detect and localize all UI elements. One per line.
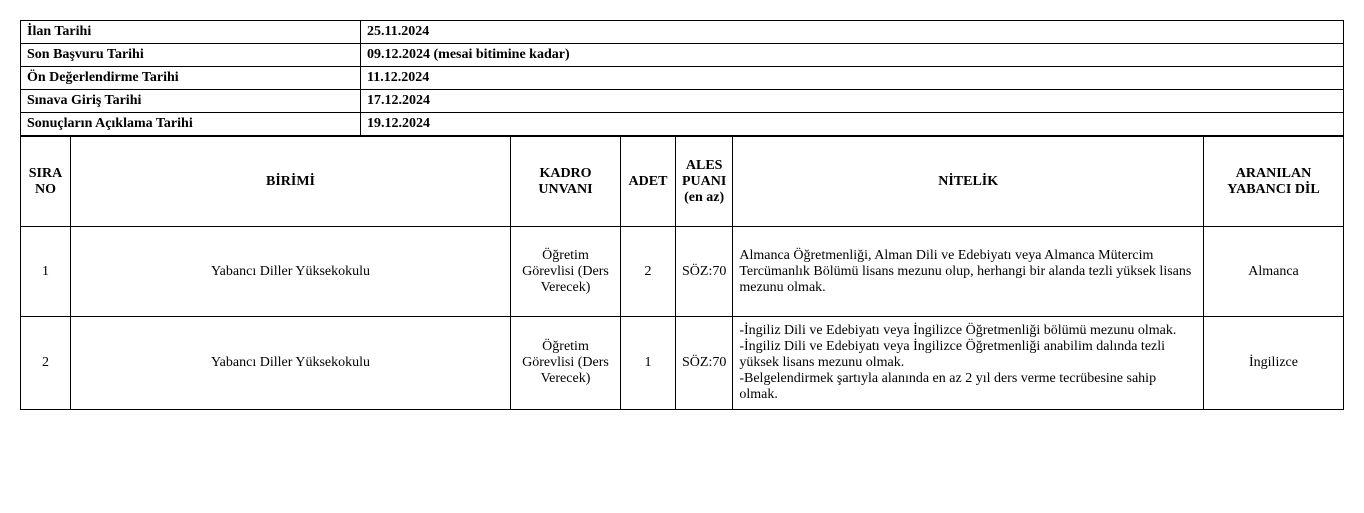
info-row: Ön Değerlendirme Tarihi 11.12.2024 bbox=[21, 67, 1344, 90]
header-adet: ADET bbox=[621, 137, 676, 227]
info-label: Sınava Giriş Tarihi bbox=[21, 90, 361, 113]
cell-nitelik: Almanca Öğretmenliği, Alman Dili ve Edeb… bbox=[733, 227, 1204, 317]
table-row: 1 Yabancı Diller Yüksekokulu Öğretim Gör… bbox=[21, 227, 1344, 317]
cell-adet: 1 bbox=[621, 317, 676, 410]
cell-ales: SÖZ:70 bbox=[676, 227, 733, 317]
cell-nitelik: -İngiliz Dili ve Edebiyatı veya İngilizc… bbox=[733, 317, 1204, 410]
info-row: Sınava Giriş Tarihi 17.12.2024 bbox=[21, 90, 1344, 113]
info-row: Sonuçların Açıklama Tarihi 19.12.2024 bbox=[21, 113, 1344, 136]
header-kadro: KADRO UNVANI bbox=[511, 137, 621, 227]
header-sira: SIRA NO bbox=[21, 137, 71, 227]
cell-dil: Almanca bbox=[1204, 227, 1344, 317]
main-table: SIRA NO BİRİMİ KADRO UNVANI ADET ALES PU… bbox=[20, 136, 1344, 410]
cell-birimi: Yabancı Diller Yüksekokulu bbox=[71, 227, 511, 317]
header-nitelik: NİTELİK bbox=[733, 137, 1204, 227]
cell-sira: 1 bbox=[21, 227, 71, 317]
table-row: 2 Yabancı Diller Yüksekokulu Öğretim Gör… bbox=[21, 317, 1344, 410]
info-row: Son Başvuru Tarihi 09.12.2024 (mesai bit… bbox=[21, 44, 1344, 67]
cell-adet: 2 bbox=[621, 227, 676, 317]
info-label: Ön Değerlendirme Tarihi bbox=[21, 67, 361, 90]
info-label: Son Başvuru Tarihi bbox=[21, 44, 361, 67]
info-value: 19.12.2024 bbox=[361, 113, 1344, 136]
info-value: 17.12.2024 bbox=[361, 90, 1344, 113]
info-label: İlan Tarihi bbox=[21, 21, 361, 44]
cell-ales: SÖZ:70 bbox=[676, 317, 733, 410]
header-dil: ARANILAN YABANCI DİL bbox=[1204, 137, 1344, 227]
cell-sira: 2 bbox=[21, 317, 71, 410]
info-table-body: İlan Tarihi 25.11.2024 Son Başvuru Tarih… bbox=[21, 21, 1344, 136]
info-value: 25.11.2024 bbox=[361, 21, 1344, 44]
cell-kadro: Öğretim Görevlisi (Ders Verecek) bbox=[511, 227, 621, 317]
cell-birimi: Yabancı Diller Yüksekokulu bbox=[71, 317, 511, 410]
cell-kadro: Öğretim Görevlisi (Ders Verecek) bbox=[511, 317, 621, 410]
info-value: 11.12.2024 bbox=[361, 67, 1344, 90]
info-label: Sonuçların Açıklama Tarihi bbox=[21, 113, 361, 136]
cell-dil: İngilizce bbox=[1204, 317, 1344, 410]
info-value: 09.12.2024 (mesai bitimine kadar) bbox=[361, 44, 1344, 67]
header-ales: ALES PUANI (en az) bbox=[676, 137, 733, 227]
info-row: İlan Tarihi 25.11.2024 bbox=[21, 21, 1344, 44]
header-birimi: BİRİMİ bbox=[71, 137, 511, 227]
main-table-header-row: SIRA NO BİRİMİ KADRO UNVANI ADET ALES PU… bbox=[21, 137, 1344, 227]
info-table: İlan Tarihi 25.11.2024 Son Başvuru Tarih… bbox=[20, 20, 1344, 136]
